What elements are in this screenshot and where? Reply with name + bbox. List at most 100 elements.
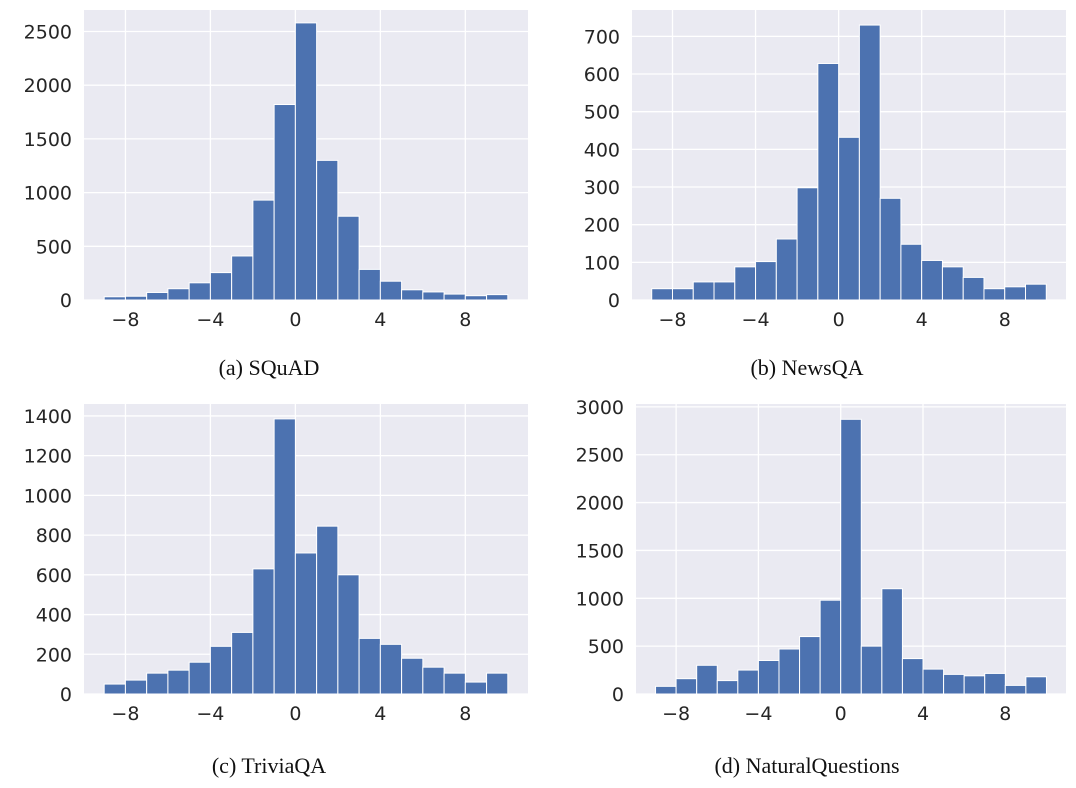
histogram-bar	[984, 672, 1006, 695]
histogram-bar	[486, 294, 509, 301]
histogram-bar	[273, 104, 296, 301]
histogram-bar	[167, 669, 190, 695]
histogram-bar	[337, 574, 360, 695]
histogram-bar	[737, 669, 759, 695]
histogram-chart-b: 0 100 200 300 400 500 600 700 −8 −4 0 4 8	[584, 10, 1066, 331]
histogram-bar	[379, 280, 403, 301]
x-tick-label: −4	[744, 703, 772, 725]
y-tick-label: 500	[584, 102, 620, 124]
histogram-bar	[1025, 676, 1047, 695]
histogram-bar	[358, 268, 381, 301]
histogram-bar	[294, 22, 318, 301]
x-tick-label: 8	[999, 309, 1011, 331]
histogram-bar	[209, 272, 233, 301]
histogram-panel-b: 0 100 200 300 400 500 600 700 −8 −4 0 4 8 (b) NewsQA	[538, 0, 1076, 394]
histogram-bar	[799, 636, 821, 695]
histogram-bar	[922, 668, 945, 695]
x-tick-label: 0	[833, 309, 845, 331]
x-tick-label: 4	[916, 309, 928, 331]
x-tick-label: 4	[917, 703, 929, 725]
y-tick-label: 3000	[576, 397, 624, 419]
histogram-bar	[401, 657, 424, 695]
y-tick-label: 1000	[24, 485, 72, 507]
y-tick-label: 500	[588, 636, 624, 658]
histogram-bar	[817, 62, 840, 301]
histogram-bar	[963, 675, 986, 695]
y-tick-label: 2000	[24, 75, 72, 97]
y-tick-label: 300	[584, 177, 620, 199]
histogram-bar	[879, 197, 902, 301]
chart-caption-d: (d) NaturalQuestions	[714, 753, 900, 778]
x-tick-label: −8	[111, 309, 139, 331]
histogram-bar	[1004, 684, 1027, 695]
histogram-panel-a: 0 500 1000 1500 2000 2500 −8 −4 0 4 8 (a) SQuAD	[0, 0, 538, 394]
y-tick-label: 0	[60, 290, 72, 312]
histogram-bar	[146, 291, 169, 301]
histogram-bar	[900, 243, 923, 301]
histogram-bar	[757, 660, 780, 695]
histogram-chart-d: 0 500 1000 1500 2000 2500 3000 −8 −4 0 4 8	[576, 397, 1066, 725]
histogram-bar	[231, 255, 254, 301]
x-tick-label: 4	[374, 703, 386, 725]
x-tick-label: 8	[459, 703, 471, 725]
histogram-chart-c: 0 200 400 600 800 1000 1200 1400 −8 −4 0 4 8	[24, 404, 528, 725]
histogram-bar	[464, 681, 488, 695]
histogram-bar	[188, 282, 211, 301]
histogram-bar	[716, 680, 739, 695]
histogram-bar	[962, 276, 985, 301]
y-tick-label: 500	[36, 236, 72, 258]
histogram-bar	[858, 24, 881, 301]
histogram-bar	[124, 679, 148, 695]
histogram-bar	[443, 672, 466, 695]
histogram-bar	[209, 645, 233, 695]
x-tick-label: −4	[196, 309, 224, 331]
histogram-bar	[358, 637, 381, 695]
histogram-bar	[294, 552, 318, 695]
histogram-bar	[713, 281, 736, 301]
chart-caption-c: (c) TriviaQA	[211, 753, 327, 778]
histogram-bar	[1025, 283, 1047, 301]
histogram-bar	[692, 281, 715, 301]
y-tick-label: 0	[612, 684, 624, 706]
x-tick-label: 8	[999, 703, 1011, 725]
histogram-panel-c: 0 200 400 600 800 1000 1200 1400 −8 −4 0 4 8 (c) Tri…	[0, 394, 538, 788]
x-tick-label: 0	[289, 703, 301, 725]
y-tick-label: 1000	[24, 183, 72, 205]
histogram-bar	[655, 685, 677, 695]
histogram-bar	[188, 661, 211, 695]
histogram-bar	[379, 643, 403, 695]
histogram-bar	[337, 215, 360, 301]
x-tick-label: −4	[742, 309, 770, 331]
histogram-chart-a: 0 500 1000 1500 2000 2500 −8 −4 0 4 8	[24, 10, 528, 331]
y-tick-label: 0	[60, 684, 72, 706]
histogram-bar	[486, 672, 509, 695]
histogram-bar	[316, 159, 339, 301]
y-tick-label: 400	[584, 139, 620, 161]
y-tick-label: 1500	[576, 540, 624, 562]
histogram-bar	[273, 418, 296, 695]
histogram-bar	[840, 418, 862, 695]
histogram-bar	[696, 664, 718, 695]
histogram-bar	[838, 136, 860, 301]
y-tick-label: 700	[584, 26, 620, 48]
y-tick-label: 400	[36, 605, 72, 627]
y-tick-label: 1500	[24, 129, 72, 151]
y-tick-label: 800	[36, 525, 72, 547]
histogram-bar	[921, 259, 943, 301]
x-tick-label: 4	[374, 309, 386, 331]
x-tick-label: −8	[662, 703, 690, 725]
histogram-bar	[252, 199, 275, 301]
y-tick-label: 100	[584, 252, 620, 274]
histogram-bar	[443, 293, 466, 301]
histogram-bar	[422, 666, 445, 695]
y-tick-label: 0	[608, 290, 620, 312]
y-tick-label: 1200	[24, 446, 72, 468]
histogram-bar	[124, 295, 148, 301]
y-tick-label: 600	[584, 64, 620, 86]
histogram-bar	[941, 266, 964, 301]
histogram-bar	[860, 645, 883, 695]
histogram-bar	[103, 683, 126, 695]
x-tick-label: 8	[459, 309, 471, 331]
y-tick-label: 2500	[24, 21, 72, 43]
x-tick-label: −8	[111, 703, 139, 725]
